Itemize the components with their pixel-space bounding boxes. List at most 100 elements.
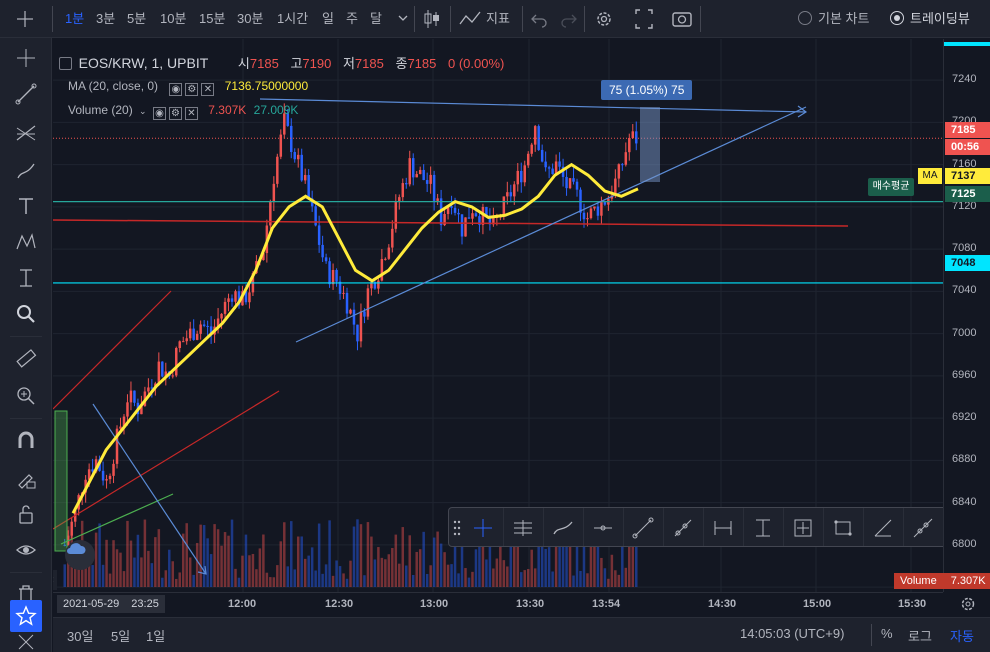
volume-bar [171, 561, 175, 587]
remove-volume-button[interactable]: ✕ [184, 107, 198, 120]
ruler-tool[interactable] [12, 344, 40, 372]
visibility-tool[interactable] [12, 536, 40, 564]
interval-15m[interactable]: 15분 [199, 11, 226, 26]
crosshair-tool[interactable] [12, 44, 40, 72]
undo-button[interactable] [530, 0, 548, 38]
settings-button[interactable] [592, 0, 616, 38]
interval-10m[interactable]: 10분 [160, 11, 187, 26]
volume-bar [230, 519, 234, 587]
interval-3m[interactable]: 3분 [96, 11, 116, 26]
range-30d[interactable]: 30일 [67, 629, 94, 644]
volume-bar [328, 520, 331, 587]
arrow-down-line [92, 403, 207, 575]
auto-toggle[interactable]: 자동 [950, 629, 974, 644]
axis-settings-button[interactable] [958, 594, 978, 614]
candle-body [356, 324, 359, 342]
range-1d[interactable]: 1일 [146, 629, 166, 644]
time-label: 13:54 [592, 598, 621, 610]
pattern-tool[interactable] [12, 228, 40, 256]
price-chart[interactable]: EOS/KRW, 1, UPBIT 시7185 고7190 저7185 종718… [53, 39, 943, 592]
trendline-tool[interactable] [12, 80, 40, 108]
screenshot-button[interactable] [670, 0, 694, 38]
ruler-horizontal-icon [514, 520, 532, 536]
collapse-sidebar-button[interactable]: ‹ [53, 570, 57, 590]
prediction-tool[interactable] [12, 264, 40, 292]
interval-dropdown[interactable] [396, 0, 410, 38]
gear-icon [597, 12, 611, 26]
volume-bar [356, 519, 359, 587]
chart-icon-button[interactable] [6, 0, 46, 38]
time-axis[interactable]: 12:00 12:30 13:00 13:30 13:54 14:30 15:0… [53, 592, 943, 616]
text-tool[interactable] [12, 192, 40, 220]
candle-body [244, 291, 248, 303]
redo-button[interactable] [560, 0, 578, 38]
date-price-range-tool[interactable] [789, 514, 817, 542]
interval-month[interactable]: 달 [370, 11, 382, 26]
volume-bar [108, 573, 112, 587]
brush-tool[interactable] [549, 514, 577, 542]
basic-chart-label: 기본 차트 [818, 11, 870, 26]
eye-toggle-button[interactable]: ◉ [152, 107, 166, 120]
candle-body [206, 325, 209, 327]
ray-tool[interactable] [669, 514, 697, 542]
measure-tool[interactable] [509, 514, 537, 542]
interval-week[interactable]: 주 [346, 11, 358, 26]
candle-body [558, 161, 561, 167]
settings-small-button[interactable]: ⚙ [168, 107, 182, 120]
measure-label: 75 (1.05%) 75 [601, 80, 693, 100]
volume-bar [265, 572, 269, 587]
hide-toolbar-button[interactable] [12, 632, 40, 652]
candle-body [286, 113, 290, 126]
interval-5m[interactable]: 5분 [127, 11, 147, 26]
level-7048-badge: 7048 [945, 255, 990, 271]
interval-1m[interactable]: 1분 [65, 11, 85, 26]
top-marker [944, 42, 990, 46]
symbol-legend: EOS/KRW, 1, UPBIT 시7185 고7190 저7185 종718… [59, 53, 504, 72]
date-range-tool[interactable] [709, 514, 737, 542]
rectangle-tool[interactable] [829, 514, 857, 542]
horizontal-ray-tool[interactable] [589, 514, 617, 542]
volume-bar [317, 523, 321, 587]
zoom-tool[interactable] [12, 300, 40, 328]
basic-chart-option[interactable]: 기본 차트 [798, 0, 869, 38]
favorites-tool[interactable] [10, 600, 42, 632]
candle-body [192, 328, 195, 340]
interval-30m[interactable]: 30분 [237, 11, 264, 26]
percent-toggle[interactable]: % [881, 626, 893, 641]
drag-handle[interactable] [451, 514, 463, 542]
brush-tool[interactable] [12, 156, 40, 184]
settings-small-button[interactable]: ⚙ [185, 83, 199, 96]
extended-line-tool[interactable] [909, 514, 937, 542]
volume-bar [296, 536, 300, 587]
lock-drawing-tool[interactable] [12, 464, 40, 492]
price-axis[interactable]: 7240720071607120708070407000696069206880… [943, 39, 990, 592]
undo-icon [531, 14, 547, 28]
interval-day[interactable]: 일 [322, 11, 334, 26]
volume-bar [554, 531, 558, 587]
drawings [53, 98, 943, 575]
chart-canvas[interactable] [53, 39, 943, 592]
range-5d[interactable]: 5일 [111, 629, 131, 644]
fib-tool[interactable] [12, 118, 40, 146]
price-range-tool[interactable] [749, 514, 777, 542]
indicators-button[interactable]: 지표 [458, 0, 520, 38]
tradingview-option[interactable]: 트레이딩뷰 [890, 0, 970, 38]
volume-bar [565, 536, 568, 587]
cursor-tool[interactable] [469, 514, 497, 542]
fullscreen-button[interactable] [632, 0, 656, 38]
chevron-down-icon[interactable]: ⌄ [139, 106, 147, 116]
collapse-legend-button[interactable] [59, 57, 72, 70]
angle-tool[interactable] [869, 514, 897, 542]
eye-toggle-button[interactable]: ◉ [169, 83, 183, 96]
line-tool[interactable] [629, 514, 657, 542]
remove-ma-button[interactable]: ✕ [201, 83, 215, 96]
lock-tool[interactable] [12, 500, 40, 528]
cloud-button[interactable] [65, 540, 95, 570]
pencil-lock-icon [18, 474, 36, 489]
magnet-tool[interactable] [12, 426, 40, 454]
log-toggle[interactable]: 로그 [908, 629, 932, 644]
volume-bar [206, 538, 209, 587]
interval-1h[interactable]: 1시간 [277, 11, 309, 26]
candle-style-button[interactable] [420, 0, 444, 38]
zoom-in-tool[interactable] [12, 382, 40, 410]
